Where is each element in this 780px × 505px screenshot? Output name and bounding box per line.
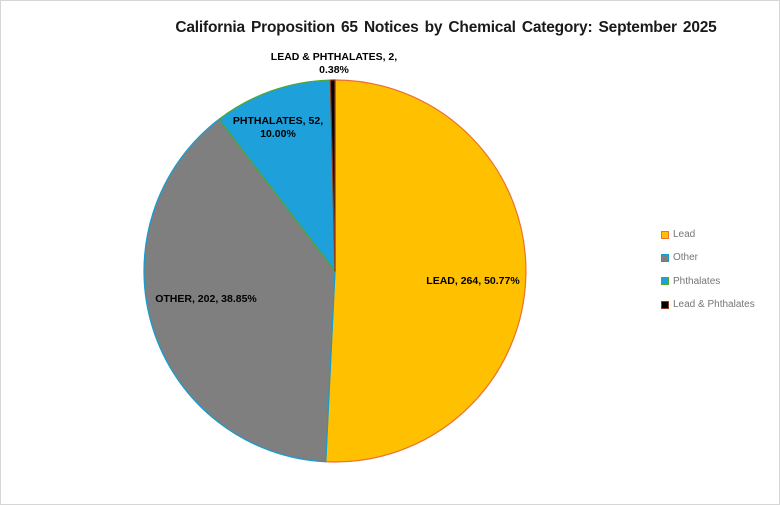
legend-swatch-lead-icon: [661, 230, 669, 239]
legend-swatch-lead-phthalates-icon: [661, 300, 669, 309]
legend-item-other: Other: [661, 246, 755, 269]
legend-label-phthalates: Phthalates: [673, 275, 721, 287]
legend-label-lead-phthalates: Lead & Phthalates: [673, 299, 755, 311]
pie-label-lead: LEAD, 264, 50.77%: [426, 275, 520, 287]
legend-item-phthalates: Phthalates: [661, 270, 755, 293]
pie-slice-lead-phthalates: [329, 79, 336, 272]
pie-slice-other: [143, 118, 336, 463]
pie-label-lead-phthalates: LEAD & PHTHALATES, 2, 0.38%: [270, 51, 398, 76]
pie-slice-phthalates: [218, 79, 336, 272]
legend-item-lead-phthalates: Lead & Phthalates: [661, 293, 755, 316]
chart-legend: Lead Other Phthalates Lead & Phthalates: [661, 223, 755, 316]
pie-slice-lead: [325, 79, 527, 463]
pie-label-other: OTHER, 202, 38.85%: [155, 293, 257, 305]
legend-item-lead: Lead: [661, 223, 755, 246]
pie-label-phthalates: PHTHALATES, 52, 10.00%: [232, 115, 324, 140]
legend-label-lead: Lead: [673, 229, 696, 241]
legend-swatch-other-icon: [661, 253, 669, 262]
legend-label-other: Other: [673, 252, 699, 264]
legend-swatch-phthalates-icon: [661, 277, 669, 286]
chart-title: California Proposition 65 Notices by Che…: [175, 19, 717, 36]
